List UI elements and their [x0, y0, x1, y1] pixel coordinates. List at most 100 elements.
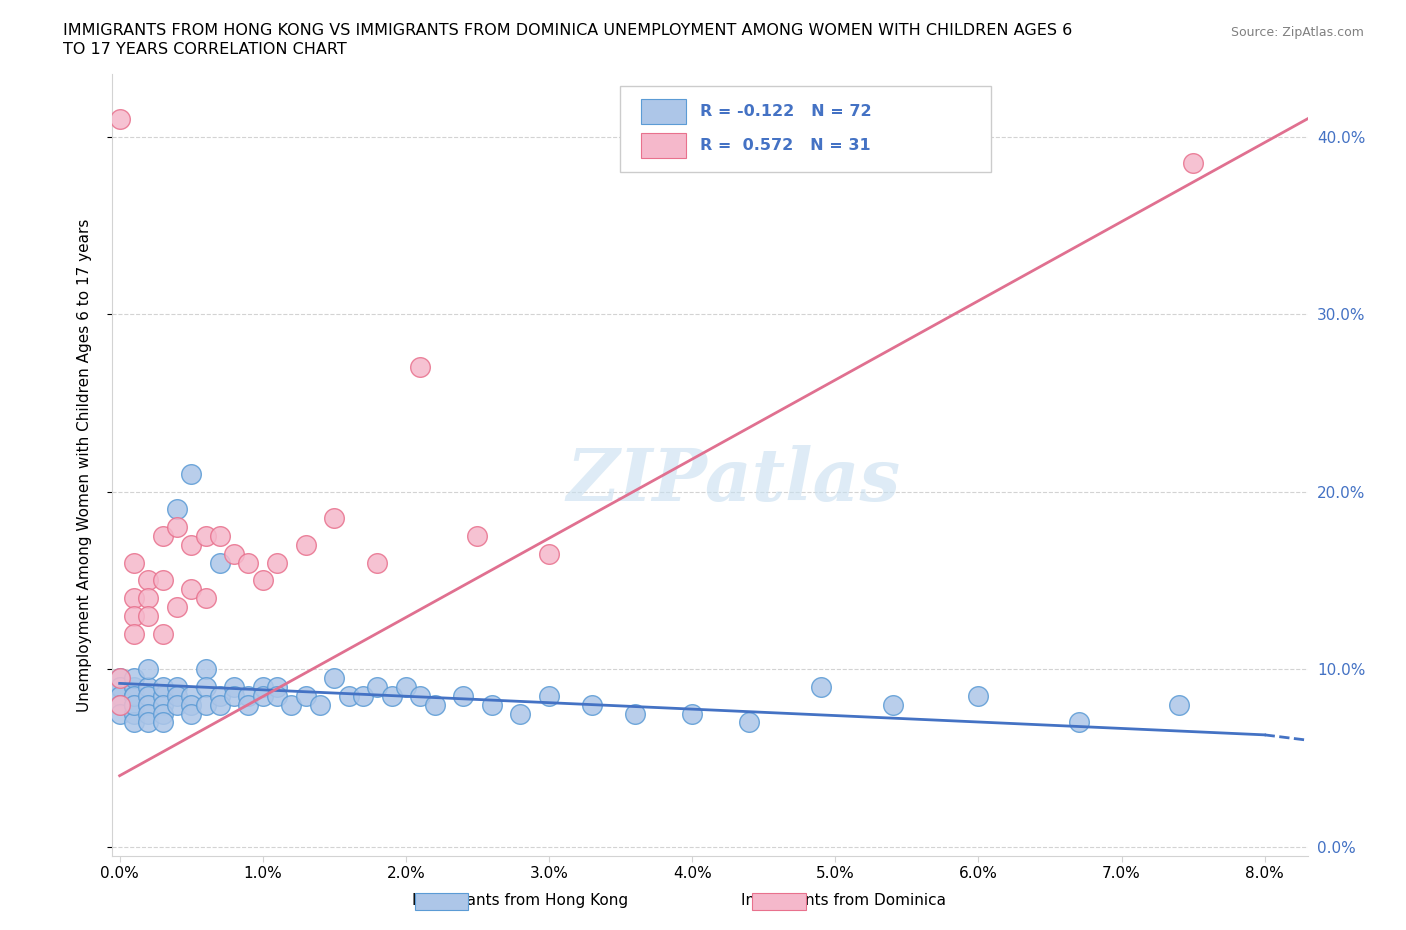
Point [136, 591, 159, 605]
Point [681, 706, 703, 721]
Point [224, 680, 246, 695]
Text: Immigrants from Dominica: Immigrants from Dominica [741, 893, 946, 908]
Point [152, 573, 174, 588]
Point [224, 546, 246, 561]
Point [194, 680, 217, 695]
Point [194, 662, 217, 677]
Point [108, 671, 131, 685]
Point [122, 706, 145, 721]
Point [309, 698, 332, 712]
Point [180, 467, 202, 482]
Point [208, 555, 231, 570]
Point [108, 112, 131, 126]
Point [280, 698, 302, 712]
Point [1067, 715, 1090, 730]
Point [1167, 698, 1189, 712]
Point [180, 698, 202, 712]
Point [409, 360, 432, 375]
Point [166, 698, 188, 712]
Point [323, 511, 346, 525]
Point [122, 715, 145, 730]
Text: Immigrants from Hong Kong: Immigrants from Hong Kong [412, 893, 628, 908]
Point [810, 680, 832, 695]
Point [208, 688, 231, 703]
Point [423, 698, 446, 712]
Text: R =  0.572   N = 31: R = 0.572 N = 31 [700, 138, 872, 153]
Point [238, 698, 260, 712]
Point [194, 591, 217, 605]
Point [122, 698, 145, 712]
Point [122, 555, 145, 570]
Point [122, 680, 145, 695]
Point [166, 600, 188, 615]
Bar [641, 133, 686, 158]
Point [136, 706, 159, 721]
Point [136, 662, 159, 677]
Point [581, 698, 603, 712]
Point [180, 538, 202, 552]
Point [882, 698, 904, 712]
Point [122, 626, 145, 641]
Point [152, 698, 174, 712]
Point [108, 680, 131, 695]
Point [352, 688, 374, 703]
Point [467, 528, 489, 543]
Point [108, 698, 131, 712]
Y-axis label: Unemployment Among Women with Children Ages 6 to 17 years: Unemployment Among Women with Children A… [77, 219, 91, 711]
Point [409, 688, 432, 703]
Point [136, 688, 159, 703]
Point [266, 680, 288, 695]
Point [252, 688, 274, 703]
Point [122, 671, 145, 685]
Point [108, 706, 131, 721]
Point [537, 688, 560, 703]
FancyBboxPatch shape [620, 86, 991, 172]
Point [152, 706, 174, 721]
Point [152, 715, 174, 730]
Point [252, 573, 274, 588]
Point [395, 680, 418, 695]
Point [108, 671, 131, 685]
Point [624, 706, 647, 721]
Point [108, 698, 131, 712]
Point [366, 680, 388, 695]
Point [136, 608, 159, 623]
Text: TO 17 YEARS CORRELATION CHART: TO 17 YEARS CORRELATION CHART [63, 42, 347, 57]
Point [180, 582, 202, 597]
Point [152, 626, 174, 641]
Point [266, 555, 288, 570]
Point [238, 555, 260, 570]
Point [166, 502, 188, 517]
Text: IMMIGRANTS FROM HONG KONG VS IMMIGRANTS FROM DOMINICA UNEMPLOYMENT AMONG WOMEN W: IMMIGRANTS FROM HONG KONG VS IMMIGRANTS … [63, 23, 1073, 38]
Point [224, 688, 246, 703]
Point [152, 680, 174, 695]
Point [451, 688, 474, 703]
Text: ZIPatlas: ZIPatlas [567, 445, 901, 516]
Point [266, 688, 288, 703]
Point [208, 698, 231, 712]
Point [152, 688, 174, 703]
Point [967, 688, 990, 703]
Point [122, 591, 145, 605]
Point [122, 608, 145, 623]
Point [381, 688, 404, 703]
Point [208, 528, 231, 543]
Point [294, 688, 316, 703]
Point [738, 715, 761, 730]
Point [238, 688, 260, 703]
Point [180, 706, 202, 721]
Point [337, 688, 360, 703]
Point [166, 680, 188, 695]
Point [194, 698, 217, 712]
Point [136, 680, 159, 695]
Point [194, 528, 217, 543]
Text: R = -0.122   N = 72: R = -0.122 N = 72 [700, 103, 872, 119]
Bar [641, 99, 686, 124]
Point [136, 715, 159, 730]
Point [509, 706, 531, 721]
Point [108, 680, 131, 695]
Point [152, 528, 174, 543]
Point [1182, 155, 1205, 170]
Point [122, 688, 145, 703]
Point [166, 520, 188, 535]
